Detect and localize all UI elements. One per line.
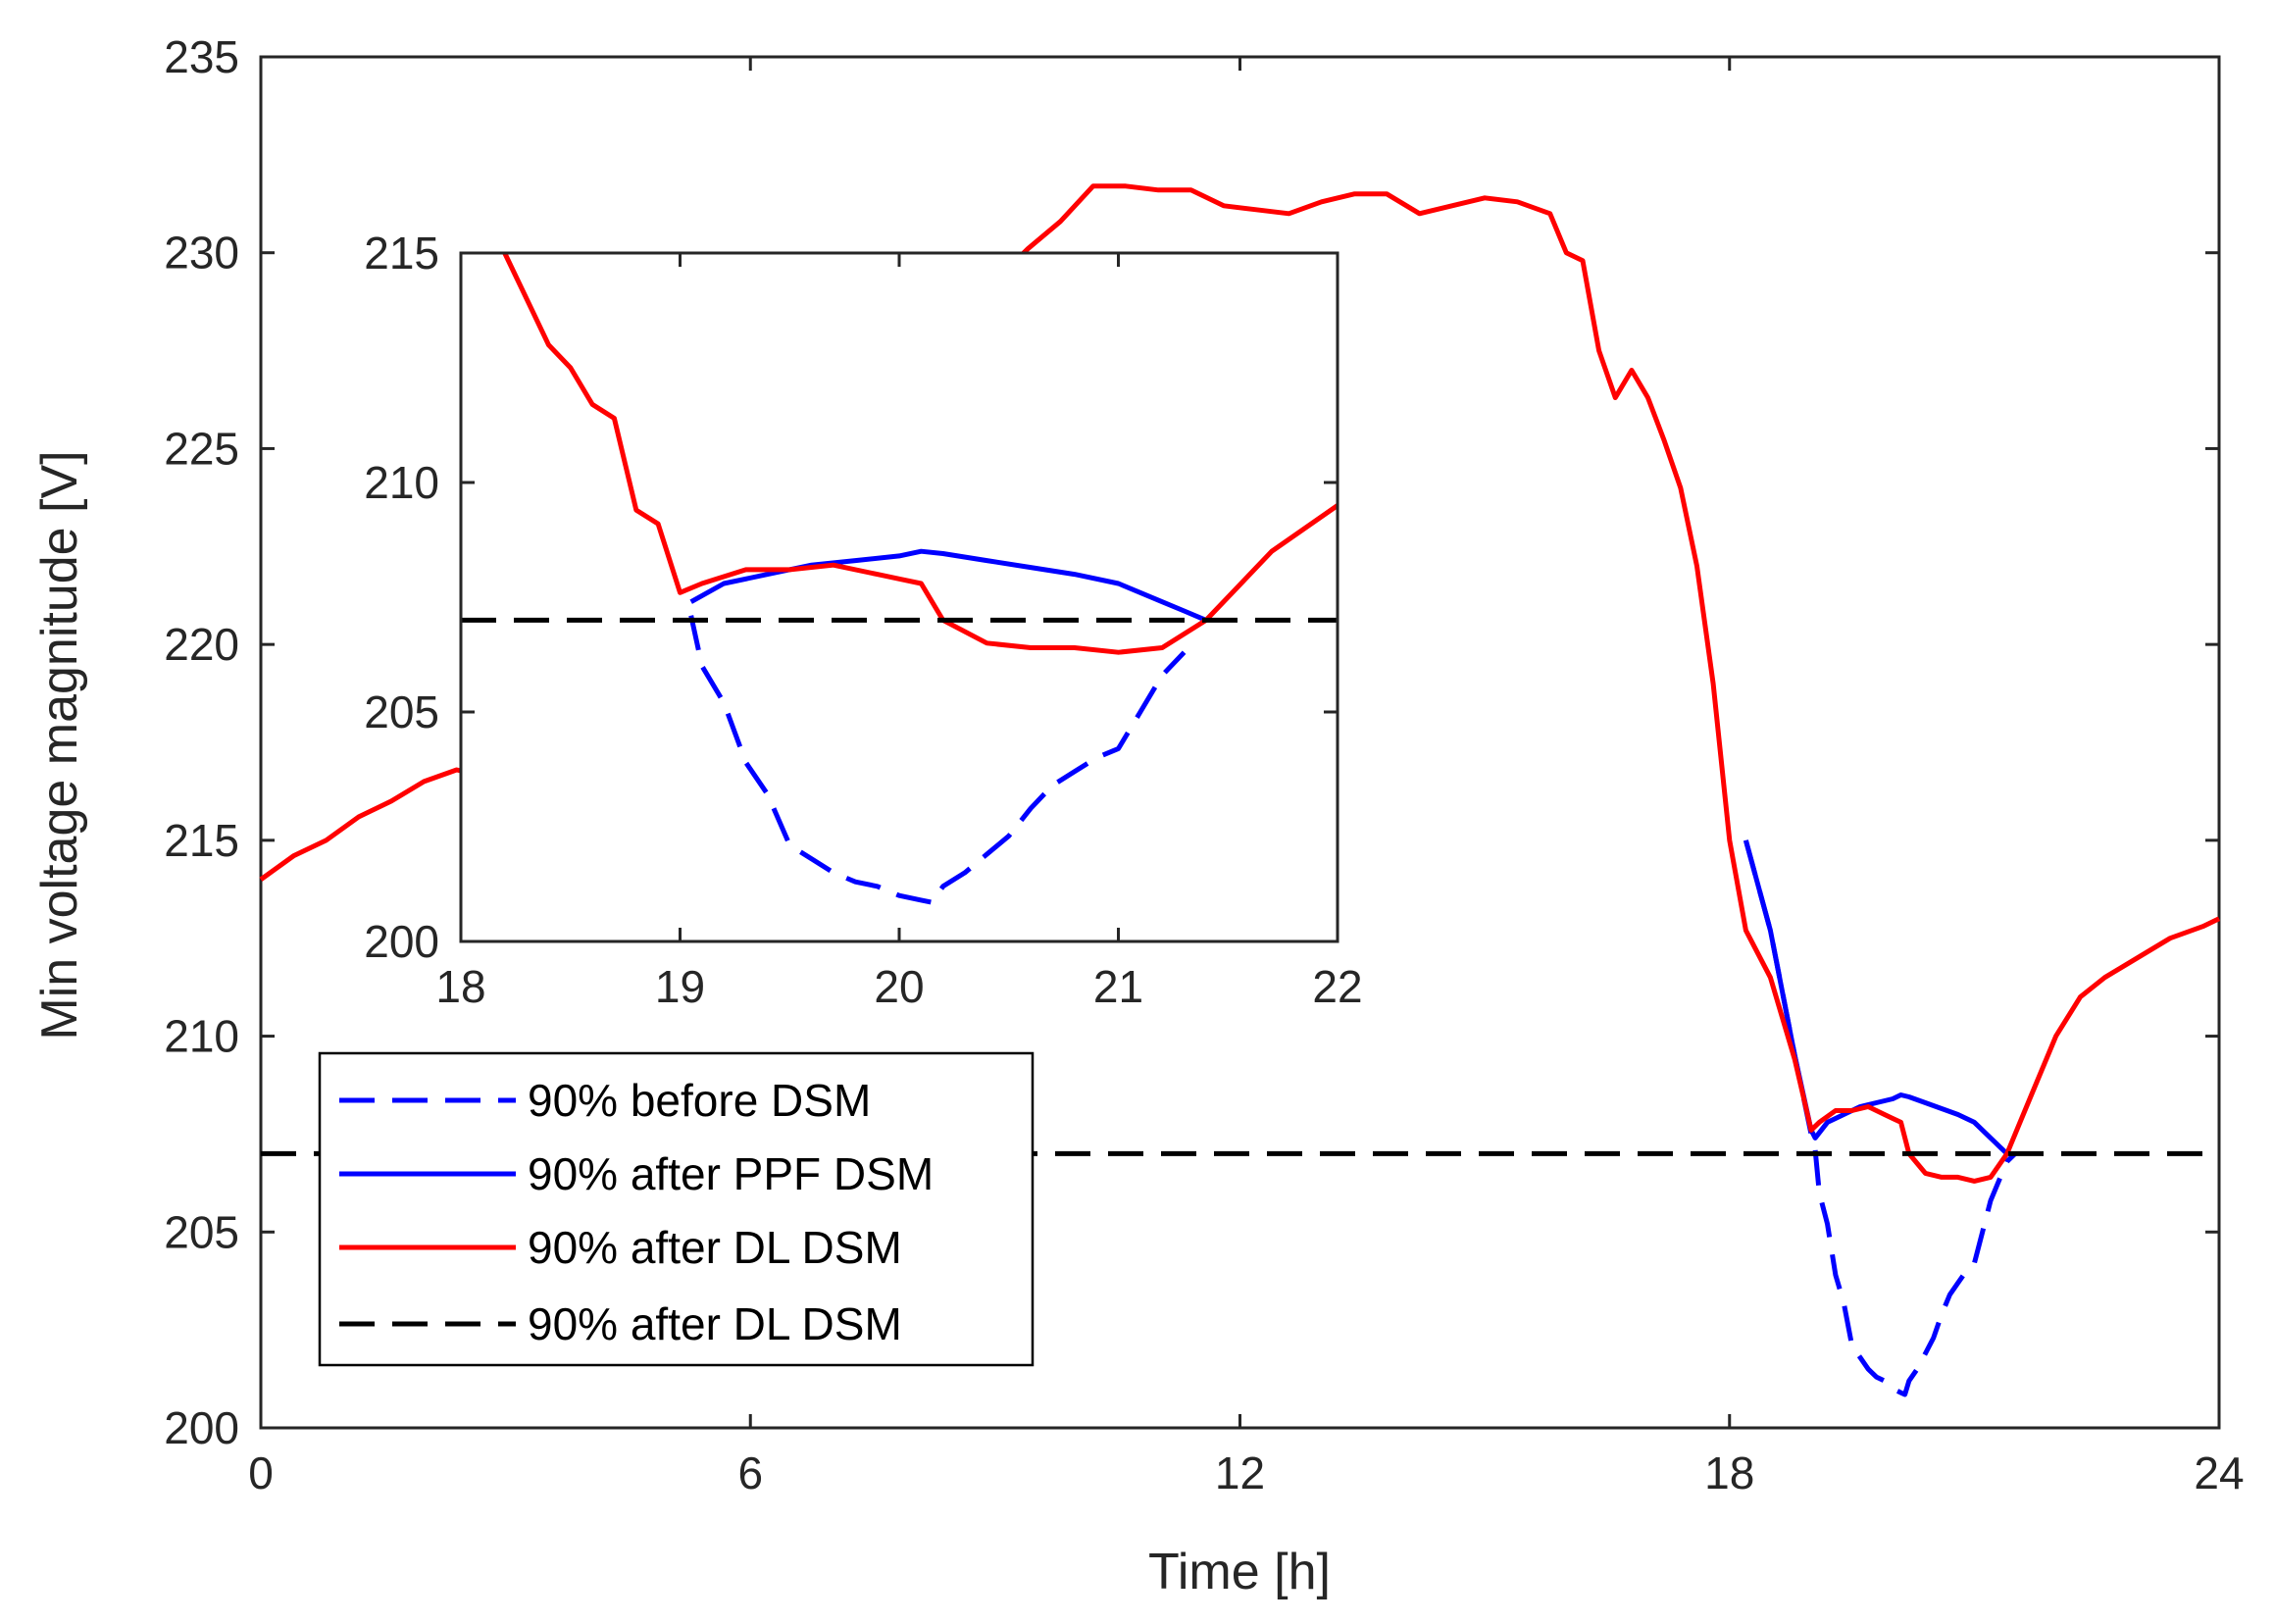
inset-axis-ticks: 18 19 20 21 22 200 205 210 215 bbox=[364, 228, 1362, 1012]
inset-background bbox=[461, 253, 1338, 941]
main-series-2-90-after-dl-dsm bbox=[259, 183, 2221, 1184]
main-y-tick-label: 200 bbox=[164, 1402, 239, 1453]
inset-x-tick-label: 18 bbox=[435, 961, 485, 1012]
legend-label-after-ppf-dsm: 90% after PPF DSM bbox=[528, 1148, 934, 1199]
main-x-tick-label: 6 bbox=[737, 1447, 763, 1498]
main-x-tick-label: 24 bbox=[2194, 1447, 2244, 1498]
inset-x-tick-label: 22 bbox=[1312, 961, 1362, 1012]
main-y-tick-label: 215 bbox=[164, 815, 239, 866]
inset-series-2-90-after-dl-dsm bbox=[502, 251, 1339, 655]
main-y-tick-label: 225 bbox=[164, 423, 239, 474]
main-x-tick-label: 0 bbox=[248, 1447, 274, 1498]
inset-y-tick-label: 205 bbox=[364, 686, 439, 737]
main-x-tick-label: 12 bbox=[1215, 1447, 1265, 1498]
main-axis-ticks: 0 6 12 18 24 200 205 210 215 220 225 230 235 bbox=[164, 31, 2244, 1498]
legend-box bbox=[318, 1051, 1035, 1367]
main-series-0-90-before-dsm bbox=[1743, 839, 2017, 1397]
main-x-tick-label: 18 bbox=[1704, 1447, 1754, 1498]
main-y-tick-label: 210 bbox=[164, 1011, 239, 1062]
inset-y-tick-label: 210 bbox=[364, 457, 439, 508]
inset-y-tick-label: 215 bbox=[364, 228, 439, 279]
main-y-tick-label: 205 bbox=[164, 1206, 239, 1257]
main-y-tick-label: 230 bbox=[164, 228, 239, 279]
inset-x-tick-label: 19 bbox=[655, 961, 705, 1012]
inset-x-tick-label: 20 bbox=[874, 961, 924, 1012]
x-axis-title: Time [h] bbox=[1148, 1544, 1331, 1600]
inset-series-group bbox=[461, 251, 1339, 905]
main-y-tick-label: 220 bbox=[164, 619, 239, 670]
legend-label-after-dl-dsm: 90% after DL DSM bbox=[528, 1222, 902, 1273]
inset-y-tick-label: 200 bbox=[364, 916, 439, 967]
main-y-tick-label: 235 bbox=[164, 31, 239, 82]
legend: 90% before DSM 90% after PPF DSM 90% aft… bbox=[318, 1051, 1035, 1367]
legend-label-threshold: 90% after DL DSM bbox=[528, 1298, 902, 1349]
y-axis-title: Min voltage magnitude [V] bbox=[31, 450, 88, 1040]
inset-x-tick-label: 21 bbox=[1093, 961, 1143, 1012]
legend-label-before-dsm: 90% before DSM bbox=[528, 1075, 871, 1126]
